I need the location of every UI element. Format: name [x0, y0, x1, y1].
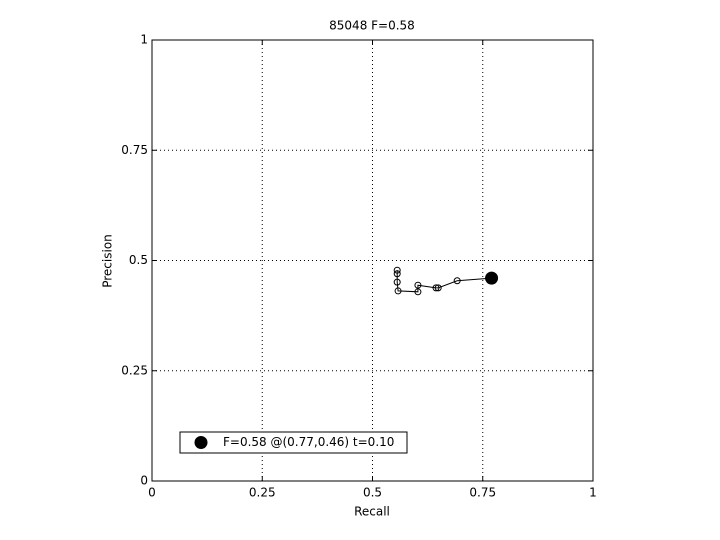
best-point — [485, 271, 499, 285]
y-tick-label: 1 — [140, 33, 148, 47]
x-tick-label: 0 — [148, 486, 156, 500]
point — [434, 284, 442, 292]
y-tick-label: 0.5 — [129, 253, 148, 267]
axes-box — [151, 39, 594, 482]
point — [393, 278, 401, 286]
chart-title: 85048 F=0.58 — [329, 19, 415, 33]
point — [394, 287, 402, 295]
x-tick-label: 1 — [589, 486, 597, 500]
point — [414, 288, 422, 296]
y-axis-label: Precision — [101, 234, 115, 288]
y-tick-label: 0.75 — [121, 143, 148, 157]
point — [453, 277, 461, 285]
point — [393, 270, 401, 278]
y-tick-label: 0.25 — [121, 363, 148, 377]
point — [432, 284, 440, 292]
legend-box — [179, 431, 408, 454]
legend-marker — [194, 436, 208, 449]
x-tick-label: 0.5 — [363, 486, 382, 500]
x-tick-label: 0.25 — [249, 486, 276, 500]
point — [393, 266, 401, 274]
y-tick-label: 0 — [140, 474, 148, 488]
legend-label: F=0.58 @(0.77,0.46) t=0.10 — [223, 435, 394, 449]
x-tick-label: 0.75 — [469, 486, 496, 500]
x-axis-label: Recall — [354, 505, 390, 519]
point — [414, 281, 422, 289]
